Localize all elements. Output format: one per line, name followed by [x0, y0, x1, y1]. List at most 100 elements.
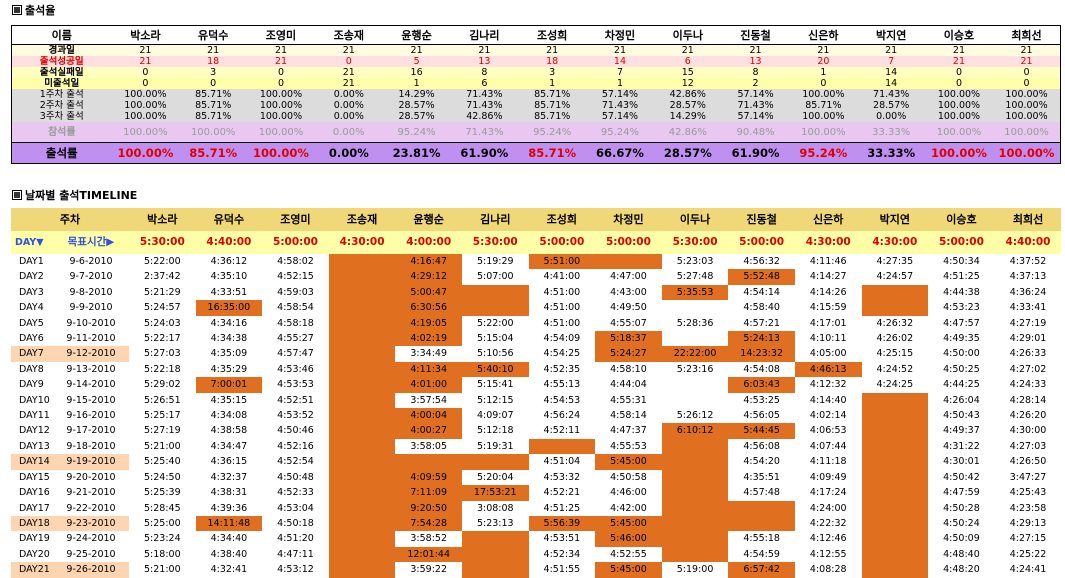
- timeline-row: DAY4 9-9-2010 5:24:57 16:35:00 4:58:54 6:30:5…: [11, 300, 1061, 316]
- time-cell: 4:51:00: [543, 286, 581, 298]
- summary-row: 출석성공일 21 18 21 0 5 13 18 14 6 13 20 7 21 21: [11, 56, 1061, 67]
- time-cell: 22:22:00: [661, 346, 729, 362]
- timeline-row: DAY5 9-10-2010 5:24:03 4:34:16 4:58:18 4:19:0…: [11, 315, 1061, 332]
- time-cell: 4:53:12: [277, 564, 314, 576]
- time-cell: 4:31:22: [943, 440, 980, 452]
- date-label: 9-21-2010: [66, 487, 116, 499]
- time-cell: 5:21:29: [143, 286, 181, 298]
- time-cell: 5:56:39: [528, 515, 596, 532]
- timeline-row: DAY8 9-13-2010 5:22:18 4:35:29 4:53:46 4:11:3…: [11, 361, 1061, 378]
- time-cell: 7:54:28: [395, 515, 462, 532]
- time-cell: [861, 454, 929, 470]
- time-cell: 4:53:23: [943, 302, 980, 314]
- time-cell: 5:12:18: [476, 425, 514, 437]
- time-cell: 4:50:58: [610, 471, 647, 483]
- summary-cell: 0.00%: [857, 111, 926, 122]
- summary-cell: 0: [992, 67, 1061, 78]
- time-cell: 4:35:51: [743, 471, 780, 483]
- time-cell: 5:25:00: [143, 517, 181, 529]
- timeline-row: DAY13 9-18-2010 5:21:00 4:34:47 4:52:16 3:58:…: [11, 438, 1061, 455]
- time-cell: 4:44:38: [943, 286, 980, 298]
- time-cell: 4:00:04: [395, 408, 462, 424]
- name-header-cell: 윤행순: [382, 25, 451, 45]
- time-cell: 4:58:54: [277, 302, 314, 314]
- summary-cell: 85.71%: [518, 100, 587, 111]
- attendance-rate-cell: 100.00%: [925, 142, 993, 164]
- summary-cell: 1: [518, 78, 587, 89]
- time-cell: [328, 346, 396, 362]
- time-cell: 4:36:24: [1009, 286, 1047, 298]
- name-header-cell: 이두나: [653, 25, 722, 45]
- time-cell: 5:23:24: [143, 533, 181, 545]
- time-cell: 5:27:03: [143, 348, 181, 360]
- time-cell: [328, 562, 396, 578]
- summary-cell: 100.00%: [992, 122, 1061, 143]
- time-cell: 4:49:35: [943, 333, 980, 345]
- time-cell: 3:59:22: [410, 564, 447, 576]
- summary-row: 출석실패일 0 3 0 21 16 8 3 7 15 8 1 14 0 0: [11, 67, 1061, 78]
- summary-cell: 21: [925, 44, 993, 56]
- day-sort-header[interactable]: DAY▼: [11, 231, 53, 254]
- time-cell: 4:52:34: [543, 548, 581, 560]
- day-label: DAY19: [19, 533, 50, 545]
- goal-time-cell: 4:40:00: [994, 231, 1062, 254]
- date-label: 9-20-2010: [66, 471, 116, 483]
- time-cell: 4:24:41: [1009, 564, 1047, 576]
- time-cell: 4:53:52: [277, 410, 314, 422]
- summary-cell: 71.43%: [857, 89, 926, 100]
- time-cell: 4:12:55: [809, 548, 847, 560]
- time-cell: 4:57:47: [277, 348, 314, 360]
- time-cell: 5:26:51: [143, 394, 181, 406]
- day-label: DAY4: [19, 302, 44, 314]
- time-cell: 4:19:05: [395, 315, 462, 332]
- time-cell: 4:46:00: [610, 487, 647, 499]
- time-cell: 5:27:19: [143, 425, 181, 437]
- time-cell: 9:20:50: [395, 500, 462, 516]
- time-cell: 4:55:27: [277, 333, 314, 345]
- summary-row-label: 참석률: [11, 122, 112, 143]
- timeline-row: DAY12 9-17-2010 5:27:19 4:38:58 4:50:46 4:00:…: [11, 423, 1061, 439]
- time-cell: 5:12:15: [476, 394, 514, 406]
- goal-time-cell: 4:30:00: [861, 231, 929, 254]
- goal-time-cell: 5:00:00: [595, 231, 662, 254]
- summary-row-label: 출석성공일: [11, 56, 112, 67]
- timeline-name-cell: 최희선: [994, 208, 1062, 231]
- summary-cell: 0: [925, 78, 993, 89]
- time-cell: 5:10:56: [476, 348, 514, 360]
- time-cell: [861, 546, 929, 563]
- day-label: DAY18: [11, 515, 53, 532]
- summary-cell: 21: [586, 44, 654, 56]
- time-cell: 4:47:57: [943, 317, 980, 329]
- time-cell: 4:55:53: [610, 440, 647, 452]
- time-cell: [728, 515, 795, 532]
- time-cell: 3:57:54: [410, 394, 447, 406]
- time-cell: 4:36:12: [210, 256, 248, 267]
- time-cell: [728, 500, 795, 516]
- time-cell: [861, 284, 929, 301]
- day-label: DAY2: [19, 271, 44, 283]
- attendance-rate-cell: 100.00%: [992, 142, 1061, 164]
- time-cell: 4:44:04: [610, 379, 647, 391]
- summary-cell: 100.00%: [925, 89, 993, 100]
- time-cell: [661, 500, 729, 516]
- date-label: 9-10-2010: [66, 317, 116, 329]
- time-cell: [328, 485, 396, 501]
- summary-cell: 85.71%: [179, 89, 248, 100]
- time-cell: 4:54:14: [743, 286, 780, 298]
- time-cell: 4:48:20: [943, 564, 980, 576]
- goal-time-cell: 5:00:00: [528, 231, 596, 254]
- time-cell: [861, 515, 929, 532]
- time-cell: 4:29:12: [395, 269, 462, 285]
- time-cell: 4:08:28: [809, 564, 847, 576]
- summary-cell: 28.57%: [653, 100, 722, 111]
- section-bullet-icon: [12, 5, 22, 15]
- timeline-row: DAY7 9-12-2010 5:27:03 4:35:09 4:57:47 3:34:4…: [11, 346, 1061, 362]
- timeline-row: DAY10 9-15-2010 5:26:51 4:35:15 4:52:51 3:57:…: [11, 392, 1061, 409]
- summary-cell: 6: [450, 78, 519, 89]
- time-cell: 4:54:59: [743, 548, 780, 560]
- timeline-header-row: 주차 박소라 유덕수 조영미 조송재 윤행순 김나리 조성희 차정민 이두나 진동철 신은하 박지연 이승…: [11, 208, 1062, 231]
- time-cell: 4:15:59: [809, 302, 847, 314]
- time-cell: 5:25:40: [143, 456, 181, 468]
- time-cell: [662, 331, 729, 346]
- time-cell: 4:17:01: [809, 317, 847, 329]
